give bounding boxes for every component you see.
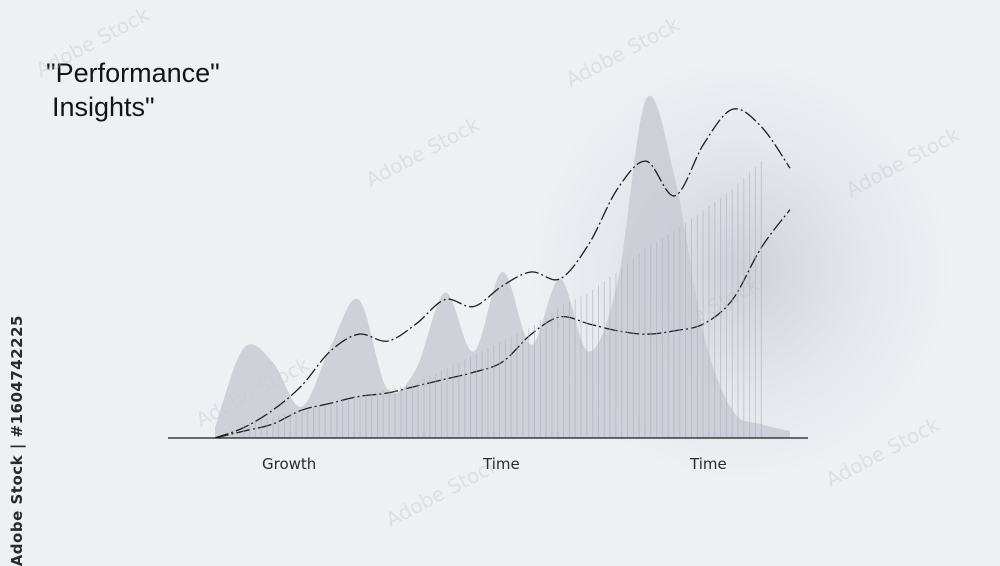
page-title: "Performance" Insights" bbox=[46, 56, 220, 124]
x-tick-label: Time bbox=[690, 455, 727, 473]
title-line-2: Insights" bbox=[52, 92, 155, 122]
x-tick-label: Growth bbox=[262, 455, 317, 473]
x-tick-label: Time bbox=[483, 455, 520, 473]
title-line-1: "Performance" bbox=[46, 58, 220, 88]
line-series-2 bbox=[214, 209, 791, 439]
line-series-1 bbox=[214, 108, 791, 439]
area-series bbox=[215, 95, 790, 438]
